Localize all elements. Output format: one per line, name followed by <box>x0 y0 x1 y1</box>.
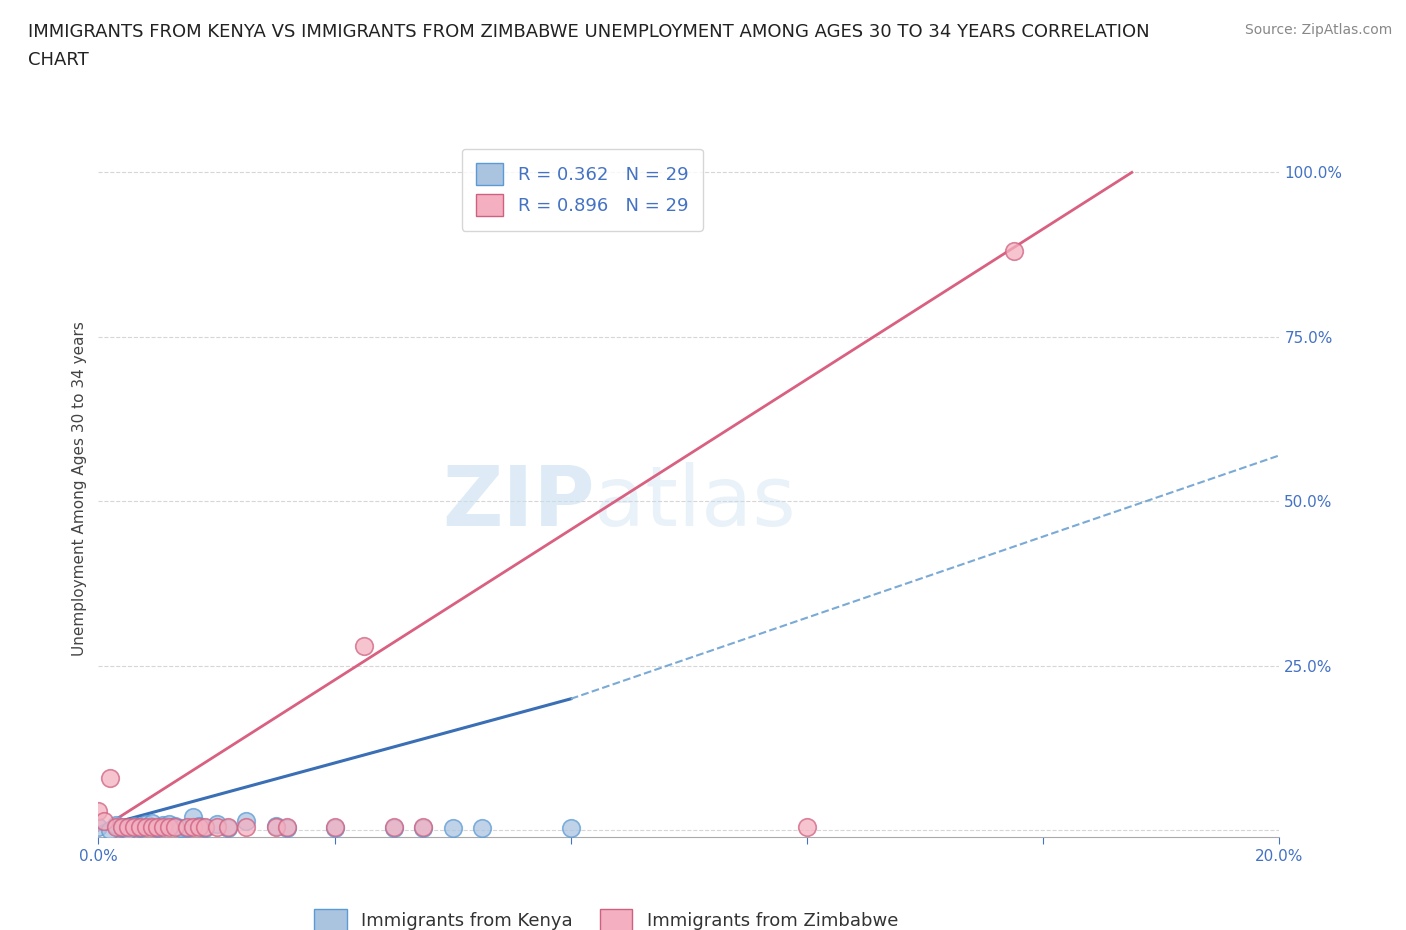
Point <box>176 819 198 834</box>
Point <box>276 821 298 836</box>
Point <box>217 819 239 834</box>
Point <box>264 819 287 834</box>
Point <box>87 819 110 834</box>
Point <box>165 819 187 834</box>
Point <box>165 819 187 834</box>
Point <box>111 819 134 834</box>
Point <box>128 820 150 835</box>
Point <box>323 819 346 834</box>
Point <box>93 813 115 828</box>
Point <box>441 821 464 836</box>
Point <box>412 821 434 836</box>
Point <box>87 804 110 818</box>
Point <box>187 819 209 834</box>
Point <box>796 819 818 834</box>
Point <box>122 819 145 834</box>
Point <box>471 821 494 836</box>
Point <box>146 821 169 836</box>
Text: atlas: atlas <box>595 461 796 543</box>
Point <box>141 815 163 830</box>
Point <box>135 817 157 831</box>
Point <box>128 819 150 834</box>
Point <box>560 821 582 836</box>
Point <box>141 819 163 834</box>
Point <box>205 819 228 834</box>
Point <box>181 819 204 834</box>
Point <box>170 820 193 835</box>
Point <box>235 819 257 834</box>
Point <box>205 817 228 831</box>
Point <box>276 819 298 834</box>
Text: CHART: CHART <box>28 51 89 69</box>
Point <box>181 810 204 825</box>
Text: Source: ZipAtlas.com: Source: ZipAtlas.com <box>1244 23 1392 37</box>
Point <box>194 821 217 836</box>
Point <box>157 819 180 834</box>
Point <box>122 819 145 834</box>
Point <box>135 819 157 834</box>
Point <box>382 821 405 836</box>
Point <box>98 823 121 838</box>
Point <box>111 821 134 836</box>
Point <box>146 819 169 834</box>
Point <box>353 639 375 654</box>
Point <box>105 819 128 834</box>
Point <box>152 817 174 832</box>
Point <box>323 821 346 836</box>
Point <box>264 818 287 833</box>
Point <box>105 817 128 832</box>
Point <box>382 819 405 834</box>
Point <box>117 823 139 838</box>
Y-axis label: Unemployment Among Ages 30 to 34 years: Unemployment Among Ages 30 to 34 years <box>72 321 87 656</box>
Point <box>187 818 209 833</box>
Point <box>176 821 198 836</box>
Point <box>98 770 121 785</box>
Point <box>152 819 174 834</box>
Legend: Immigrants from Kenya, Immigrants from Zimbabwe: Immigrants from Kenya, Immigrants from Z… <box>307 902 905 930</box>
Point <box>412 819 434 834</box>
Text: IMMIGRANTS FROM KENYA VS IMMIGRANTS FROM ZIMBABWE UNEMPLOYMENT AMONG AGES 30 TO : IMMIGRANTS FROM KENYA VS IMMIGRANTS FROM… <box>28 23 1150 41</box>
Point <box>1002 244 1025 259</box>
Point <box>217 820 239 835</box>
Point <box>117 819 139 834</box>
Text: ZIP: ZIP <box>441 461 595 543</box>
Point <box>194 819 217 834</box>
Point <box>235 813 257 828</box>
Point <box>157 817 180 831</box>
